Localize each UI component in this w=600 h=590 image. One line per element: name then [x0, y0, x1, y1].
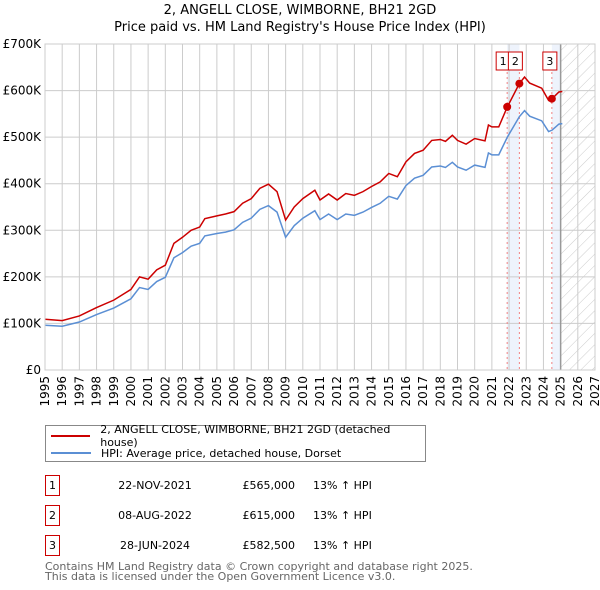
sale-label-border [542, 51, 558, 71]
x-tick-label: 2024 [536, 376, 550, 407]
sale-band [507, 44, 520, 370]
price-chart: £0 £100K £200K £300K £400K £500K £600K £700K 199… [3, 37, 600, 407]
sale-date: 28-JUN-2024 [119, 539, 191, 552]
legend-item-hpi: HPI: Average price, detached house, Dors… [51, 445, 341, 461]
x-tick-label: 2011 [313, 376, 327, 407]
y-tick-label: £600K [3, 84, 43, 98]
x-tick-label: 2005 [210, 376, 224, 407]
red-line-swatch [51, 435, 91, 437]
sale-label-number: 3 [546, 55, 553, 68]
sale-date: 08-AUG-2022 [118, 509, 192, 522]
x-tick-label: 1999 [107, 376, 121, 407]
x-tick-label: 2007 [244, 376, 258, 407]
sale-price: £615,000 [242, 509, 296, 522]
x-tick-label: 2014 [365, 376, 379, 407]
legend-label-hpi: HPI: Average price, detached house, Dors… [101, 446, 342, 460]
sale-hpi-diff: 13% ↑ HPI [313, 509, 372, 522]
x-tick-label: 2006 [227, 376, 241, 407]
sale-price: £582,500 [242, 539, 296, 552]
x-tick-label: 2019 [451, 376, 465, 407]
x-tick-label: 2027 [588, 376, 600, 407]
legend-label-property: 2, ANGELL CLOSE, WIMBORNE, BH21 2GD (det… [100, 423, 391, 449]
x-tick-label: 2013 [347, 376, 361, 407]
y-tick-label: £100K [3, 316, 43, 330]
y-tick-label: £300K [3, 223, 43, 237]
sale-point [503, 102, 512, 111]
x-tick-label: 2012 [330, 376, 344, 407]
x-tick-label: 1997 [72, 376, 86, 407]
footer-copyright: Contains HM Land Registry data © Crown c… [45, 560, 473, 573]
sale-price: £565,000 [242, 479, 296, 492]
x-tick-label: 2023 [519, 376, 533, 407]
chart-title: 2, ANGELL CLOSE, WIMBORNE, BH21 2GD [163, 3, 437, 18]
x-tick-label: 2020 [468, 376, 482, 407]
legend: 2, ANGELL CLOSE, WIMBORNE, BH21 2GD (det… [45, 423, 426, 462]
chart-subtitle: Price paid vs. HM Land Registry's House … [114, 20, 486, 35]
y-tick-label: £0 [26, 363, 41, 377]
x-tick-label: 2016 [399, 376, 413, 407]
y-tick-label: £500K [3, 130, 43, 144]
x-tick-label: 2025 [554, 376, 568, 407]
sale-hpi-diff: 13% ↑ HPI [313, 479, 372, 492]
sale-band [551, 44, 561, 370]
hpi-line [44, 109, 563, 327]
x-tick-label: 2015 [382, 376, 396, 407]
x-tick-label: 2018 [433, 376, 447, 407]
x-tick-label: 2026 [571, 376, 585, 407]
y-tick-label: £700K [3, 37, 43, 51]
property-price-line [44, 75, 563, 322]
x-tick-label: 2003 [176, 376, 190, 407]
sale-label-number: 1 [500, 55, 507, 68]
x-tick-label: 2004 [193, 376, 207, 407]
table-row: 3 28-JUN-2024 £582,500 13% ↑ HPI [45, 535, 445, 556]
sale-point [547, 94, 556, 103]
x-tick-label: 1998 [90, 376, 104, 407]
sale-number-badge: 1 [45, 475, 60, 496]
x-tick-label: 2022 [502, 376, 516, 407]
x-tick-label: 2000 [124, 376, 138, 407]
x-tick-label: 2010 [296, 376, 310, 407]
x-tick-label: 1995 [38, 376, 52, 407]
plot-border [44, 43, 596, 371]
x-tick-label: 2008 [261, 376, 275, 407]
sale-point [515, 79, 524, 88]
footer-licence: This data is licensed under the Open Gov… [45, 570, 396, 583]
sale-label-box: 2 [507, 51, 523, 71]
sale-hpi-diff: 13% ↑ HPI [313, 539, 372, 552]
x-tick-label: 2021 [485, 376, 499, 407]
sale-label-number: 2 [512, 55, 519, 68]
blue-line-swatch [51, 452, 91, 454]
sale-number-badge: 3 [45, 535, 60, 556]
table-row: 1 22-NOV-2021 £565,000 13% ↑ HPI [45, 475, 445, 496]
legend-item-property: 2, ANGELL CLOSE, WIMBORNE, BH21 2GD (det… [51, 423, 425, 449]
y-tick-label: £400K [3, 177, 43, 191]
x-tick-label: 2017 [416, 376, 430, 407]
sale-number-badge: 2 [45, 505, 60, 526]
sale-label-box: 3 [542, 51, 558, 71]
sale-label-border [507, 51, 523, 71]
x-tick-label: 2002 [158, 376, 172, 407]
table-row: 2 08-AUG-2022 £615,000 13% ↑ HPI [45, 505, 445, 526]
sale-date: 22-NOV-2021 [118, 479, 192, 492]
x-tick-label: 2009 [279, 376, 293, 407]
y-tick-label: £200K [3, 270, 43, 284]
sale-label-box: 1 [495, 51, 511, 71]
x-tick-label: 2001 [141, 376, 155, 407]
x-tick-label: 1996 [55, 376, 69, 407]
